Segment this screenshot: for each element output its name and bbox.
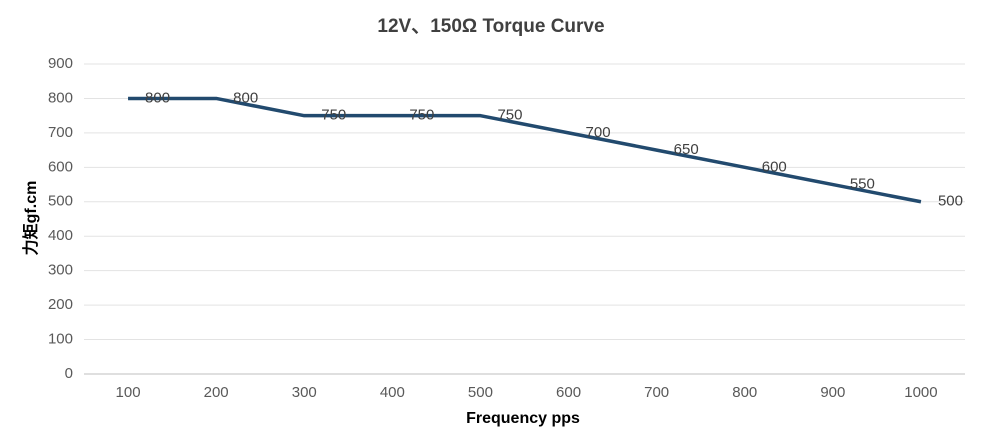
x-tick-label: 700 [644,384,669,401]
x-tick-label: 500 [468,384,493,401]
data-label: 750 [497,107,522,124]
data-label: 700 [586,124,611,141]
x-axis-label: Frequency pps [466,410,580,427]
chart-title: 12V、150Ω Torque Curve [377,16,604,37]
data-label: 650 [674,141,699,158]
y-tick-label: 100 [48,331,73,348]
x-tick-label: 600 [556,384,581,401]
y-axis-label: 力矩gf.cm [21,181,40,256]
y-tick-label: 400 [48,227,73,244]
x-tick-label: 800 [732,384,757,401]
data-label: 500 [938,193,963,210]
data-label: 550 [850,176,875,193]
x-tick-label: 900 [820,384,845,401]
data-line [128,96,922,204]
data-label: 750 [321,107,346,124]
y-tick-label: 500 [48,193,73,210]
data-label: 750 [409,107,434,124]
y-tick-label: 300 [48,262,73,279]
data-label: 800 [233,89,258,106]
y-tick-label: 900 [48,55,73,72]
y-tick-label: 200 [48,296,73,313]
data-label: 800 [145,89,170,106]
y-tick-label: 800 [48,89,73,106]
x-tick-label: 1000 [904,384,937,401]
y-tick-label: 600 [48,158,73,175]
x-tick-label: 300 [292,384,317,401]
y-tick-label: 700 [48,124,73,141]
y-tick-label: 0 [65,365,73,382]
x-tick-label: 400 [380,384,405,401]
x-tick-label: 200 [204,384,229,401]
x-tick-label: 100 [116,384,141,401]
data-label: 600 [762,158,787,175]
